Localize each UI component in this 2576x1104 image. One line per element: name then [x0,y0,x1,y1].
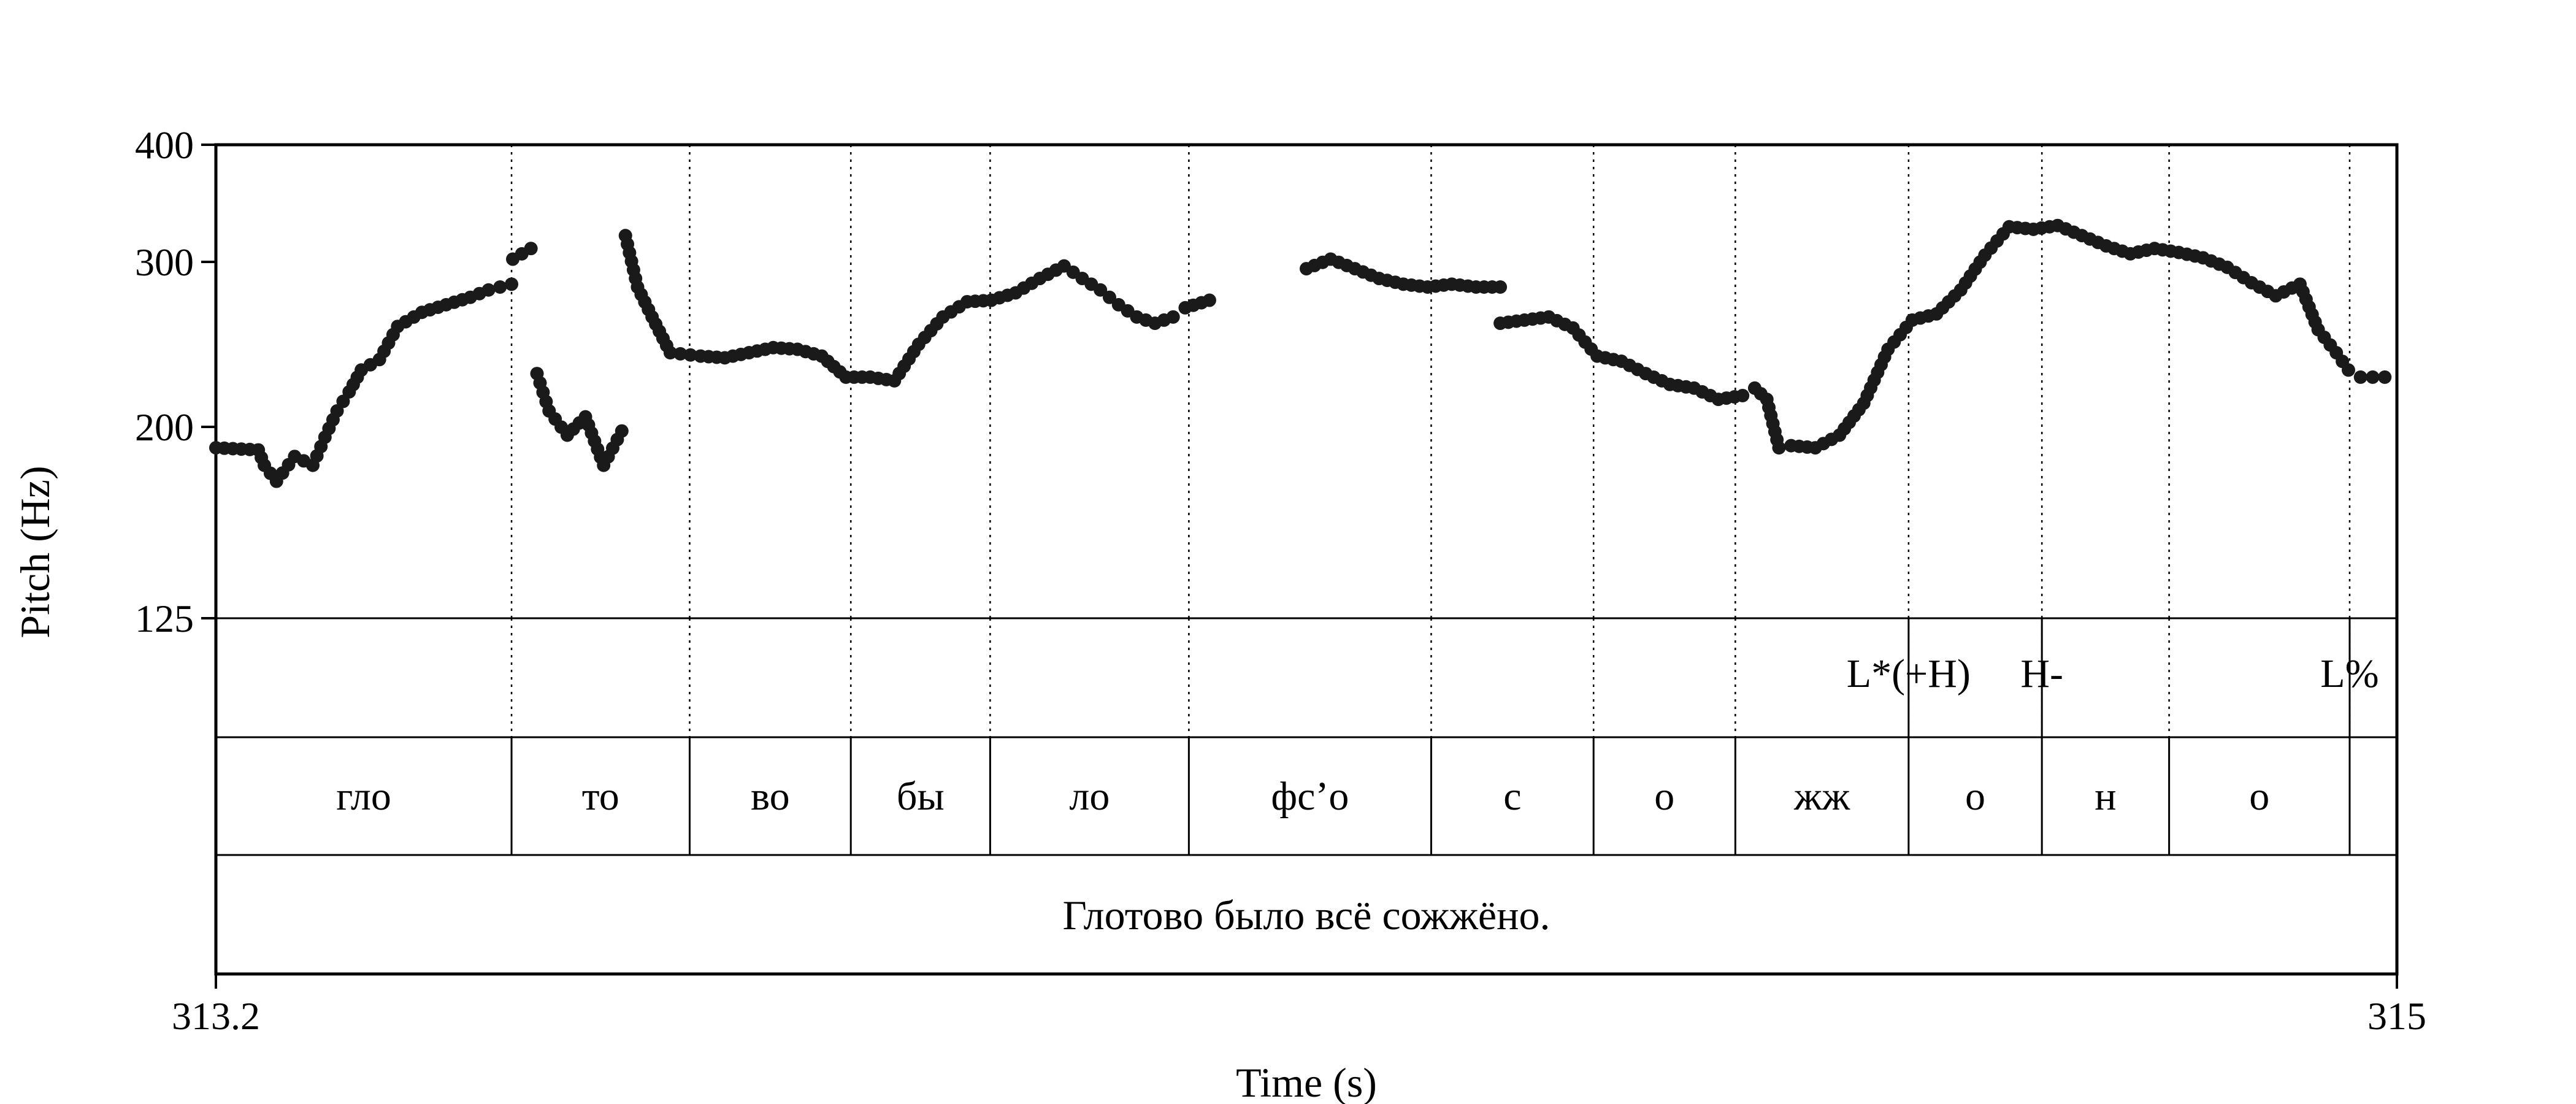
tone-label: L% [2320,651,2379,696]
pitch-point [1772,441,1786,455]
annotation-tiers [214,143,2399,976]
tier-labels: L*(+H) H- L% гло то во бы ло фс’о с о жж о н о Глотово … [336,651,2379,938]
pitch-point [1493,280,1508,294]
syllable-label: ло [1069,774,1110,819]
syllable-label: н [2095,774,2116,819]
pitch-point [615,424,629,438]
syllable-label: бы [897,774,945,819]
y-tick-label: 125 [135,597,194,640]
axes: Pitch (Hz) Time (s) 125 200 300 400 313.2 315 [12,123,2426,1104]
pitch-point [2341,363,2355,377]
y-tick-label: 200 [135,405,194,449]
pitch-point [505,277,519,291]
x-axis-title: Time (s) [1236,1059,1377,1104]
syllable-label: о [1654,774,1674,819]
pitch-point [2353,370,2367,384]
syllable-label: фс’о [1271,774,1349,819]
figure-frame [214,143,2399,976]
y-tick-label: 300 [135,240,194,284]
pitch-point [493,280,507,294]
syllable-label: гло [336,774,391,819]
syllable-label: во [751,774,790,819]
pitch-point [683,348,697,362]
boundary-lines [510,145,2351,855]
x-tick-label: 313.2 [172,994,260,1038]
y-axis-title: Pitch (Hz) [12,466,58,638]
y-tick-label: 400 [135,123,194,167]
pitch-point [481,283,496,297]
x-tick-label: 315 [2367,994,2426,1038]
sentence-label: Глотово было всё сожжёно. [1062,892,1550,938]
pitch-point [1094,283,1108,297]
pitch-point [524,242,538,256]
pitch-point [663,346,677,360]
pitch-point [2378,370,2392,384]
pitch-point [1202,293,1216,307]
pitch-points [209,218,2392,488]
pitch-point [673,347,688,361]
syllable-label: о [1965,774,1985,819]
syllable-label: с [1503,774,1521,819]
pitch-point [1736,388,1750,402]
syllable-label: о [2249,774,2269,819]
syllable-label: то [582,774,619,819]
pitch-point [1102,290,1116,304]
tone-label: L*(+H) [1847,651,1971,696]
tone-label: H- [2020,651,2063,696]
syllable-label: жж [1793,774,1850,819]
pitch-point [2366,370,2380,384]
pitch-point [1166,310,1180,324]
